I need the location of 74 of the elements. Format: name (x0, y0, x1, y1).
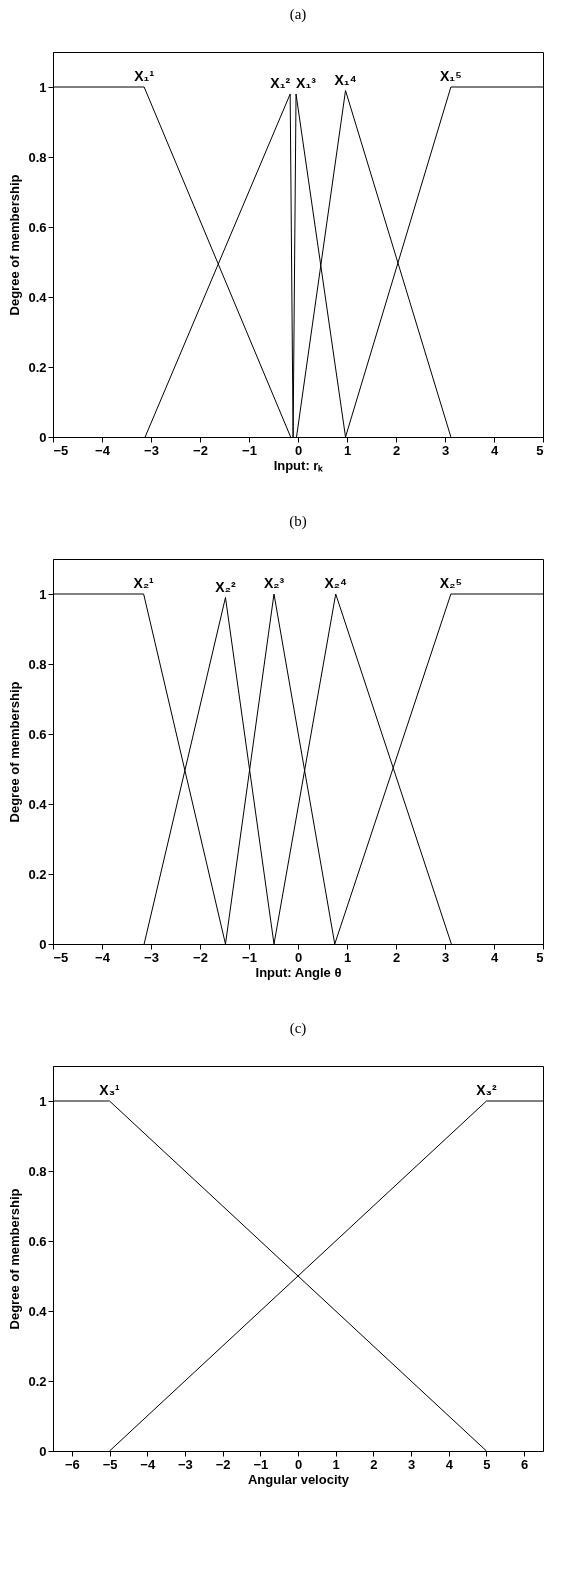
x-tick-label: 5 (536, 442, 544, 458)
chart-title: (c) (289, 1020, 307, 1037)
y-tick-label: 0.6 (28, 219, 47, 235)
x-tick-label: −4 (95, 442, 111, 458)
x-tick-label: 0 (294, 949, 303, 965)
x-tick-label: 3 (441, 442, 450, 458)
y-tick-label: 0.2 (28, 359, 47, 375)
y-tick-label: 0.4 (28, 1303, 48, 1319)
x-tick-label: −5 (102, 1456, 118, 1472)
y-tick-label: 0.2 (28, 866, 47, 882)
x-tick-label: 3 (441, 949, 450, 965)
x-tick-label: 2 (370, 1456, 378, 1472)
y-tick-label: 0.8 (28, 656, 47, 672)
x-tick-label: 2 (392, 442, 401, 458)
x-tick-label: 0 (294, 442, 303, 458)
chart-title: (b) (289, 513, 307, 530)
x-tick-label: 1 (343, 949, 352, 965)
x-axis-title: Angular velocity (247, 1471, 350, 1487)
x-tick-label: 3 (407, 1456, 416, 1472)
x-tick-label: 4 (490, 442, 499, 458)
x-tick-label: 2 (392, 949, 401, 965)
x-tick-label: −2 (193, 949, 208, 965)
x-tick-label: 1 (332, 1456, 340, 1472)
annotation: X₂² (215, 578, 236, 595)
x-tick-label: 0 (294, 1456, 303, 1472)
annotation: X₂¹ (133, 575, 155, 591)
y-tick-label: 1 (39, 79, 47, 95)
y-tick-label: 0 (39, 429, 47, 445)
annotation: X₁³ (296, 75, 317, 91)
x-tick-label: −4 (95, 949, 111, 965)
x-tick-label: −2 (193, 442, 208, 458)
y-tick-label: 0.2 (28, 1373, 47, 1389)
y-tick-label: 0 (39, 1443, 47, 1459)
y-tick-label: 0 (39, 936, 47, 952)
x-tick-label: −4 (140, 1456, 156, 1472)
y-axis-title: Degree of membership (7, 681, 23, 823)
y-tick-label: 0.8 (28, 1163, 47, 1179)
annotation: X₂⁵ (439, 575, 462, 591)
y-tick-label: 0.4 (28, 796, 48, 812)
x-tick-label: −1 (253, 1456, 269, 1472)
x-tick-label: −3 (144, 442, 159, 458)
y-tick-label: 0.6 (28, 1233, 47, 1249)
x-tick-label: −5 (53, 442, 69, 458)
annotation: X₂⁴ (324, 575, 348, 591)
x-tick-label: −2 (215, 1456, 231, 1472)
x-tick-label: 1 (343, 442, 352, 458)
x-axis-title: Input: rₖ (273, 457, 324, 473)
x-tick-label: −6 (64, 1456, 80, 1472)
x-tick-label: 4 (490, 949, 499, 965)
y-axis-title: Degree of membership (7, 174, 23, 316)
x-tick-label: 5 (536, 949, 544, 965)
x-tick-label: 6 (521, 1456, 529, 1472)
annotation: X₃¹ (99, 1082, 121, 1098)
annotation: X₃² (476, 1082, 498, 1098)
y-tick-label: 1 (39, 1093, 47, 1109)
y-tick-label: 1 (39, 586, 47, 602)
annotation: X₁⁵ (440, 68, 462, 84)
x-tick-label: 5 (483, 1456, 491, 1472)
x-tick-label: −1 (242, 949, 257, 965)
x-tick-label: −3 (178, 1456, 193, 1472)
x-axis-title: Input: Angle θ (255, 964, 342, 980)
x-tick-label: 4 (445, 1456, 454, 1472)
y-tick-label: 0.8 (28, 149, 47, 165)
x-tick-label: −5 (53, 949, 69, 965)
chart-title: (a) (289, 6, 307, 23)
x-tick-label: −3 (144, 949, 159, 965)
y-axis-title: Degree of membership (7, 1188, 23, 1330)
annotation: X₂³ (263, 575, 285, 591)
annotation: X₁² (270, 75, 291, 91)
y-tick-label: 0.4 (28, 289, 48, 305)
annotation: X₁⁴ (334, 71, 357, 88)
x-tick-label: −1 (242, 442, 257, 458)
annotation: X₁¹ (134, 68, 155, 84)
y-tick-label: 0.6 (28, 726, 47, 742)
